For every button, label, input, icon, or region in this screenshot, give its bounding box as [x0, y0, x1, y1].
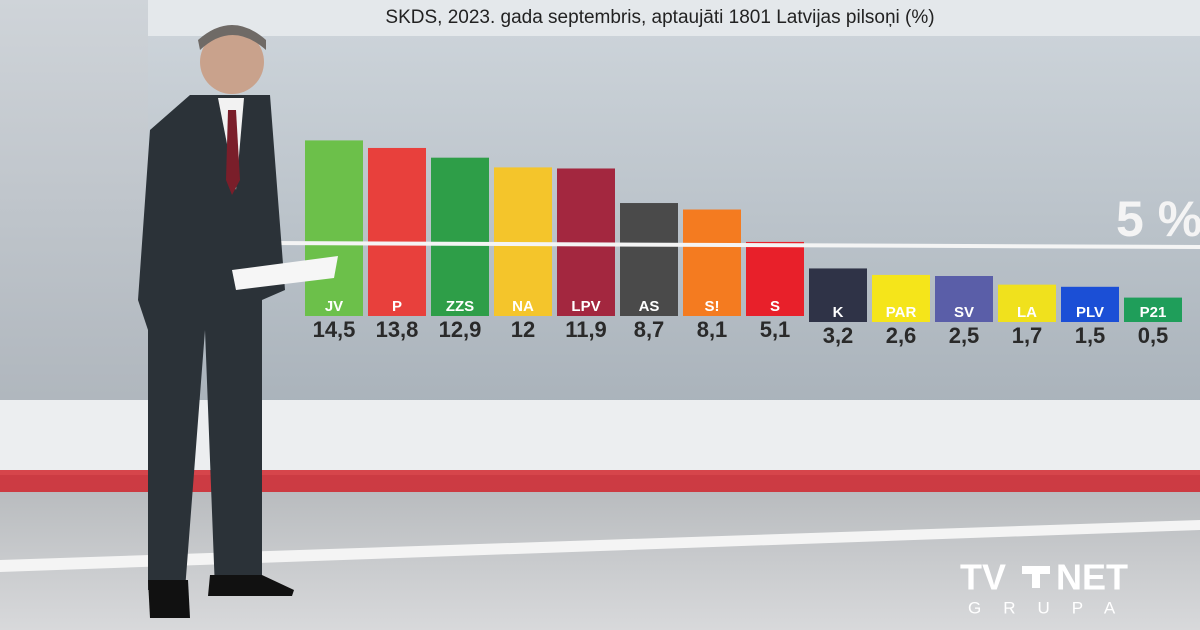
- bar: [935, 276, 993, 303]
- logo-left: TV: [960, 557, 1006, 598]
- category-label: K: [833, 304, 844, 321]
- value-label: 12,9: [439, 317, 482, 342]
- desk-panel: [0, 400, 1200, 475]
- label-box: [683, 297, 741, 316]
- value-label: 0,5: [1138, 323, 1169, 348]
- bar: [494, 167, 552, 297]
- bar: [746, 241, 804, 297]
- value-label: 3,2: [823, 323, 854, 348]
- label-box: [494, 297, 552, 316]
- category-label: S: [770, 298, 780, 315]
- chart-title: SKDS, 2023. gada septembris, aptaujāti 1…: [385, 7, 934, 28]
- value-label: 11,9: [565, 317, 607, 342]
- label-box: [1061, 303, 1119, 322]
- bar: [998, 284, 1056, 303]
- value-label: 8,1: [697, 317, 728, 342]
- label-box: [368, 297, 426, 316]
- logo-right: NET: [1056, 557, 1128, 598]
- value-label: 8,7: [634, 317, 665, 342]
- label-box: [620, 297, 678, 316]
- category-label: LA: [1017, 304, 1037, 321]
- value-label: 2,6: [886, 323, 917, 348]
- label-box: [557, 297, 615, 316]
- category-label: NA: [512, 298, 534, 315]
- value-label: 5,1: [760, 317, 791, 342]
- label-box: [746, 297, 804, 316]
- threshold-label: 5 %: [1116, 191, 1200, 247]
- bar: [872, 274, 930, 303]
- threshold-line: [269, 241, 1200, 249]
- category-label: AS: [639, 298, 660, 315]
- bar: [683, 209, 741, 297]
- value-label: 2,5: [949, 323, 980, 348]
- label-box: [809, 303, 867, 322]
- category-label: ZZS: [446, 298, 474, 315]
- chart: JV 14,5 P 13,8 ZZS 12,9 NA 12 LPV 11,9 AS 8,7 S! 8,1 S…: [269, 140, 1200, 348]
- category-label: S!: [705, 298, 720, 315]
- value-label: 13,8: [376, 317, 419, 342]
- value-label: 12: [511, 317, 535, 342]
- value-label: 14,5: [313, 317, 356, 342]
- category-label: PAR: [886, 304, 917, 321]
- category-label: SV: [954, 304, 974, 321]
- category-label: P: [392, 298, 402, 315]
- bar: [431, 157, 489, 297]
- label-box: [305, 297, 363, 316]
- label-box: [1124, 303, 1182, 322]
- logo: TV NET GRUPA: [960, 557, 1137, 618]
- bar: [557, 168, 615, 297]
- red-stripe: [0, 470, 1200, 492]
- value-label: 1,7: [1012, 323, 1043, 348]
- label-box: [998, 303, 1056, 322]
- value-label: 1,5: [1075, 323, 1106, 348]
- label-box: [872, 303, 930, 322]
- logo-sub: GRUPA: [968, 598, 1137, 617]
- bar: [1124, 297, 1182, 303]
- bar: [809, 268, 867, 303]
- category-label: LPV: [571, 298, 600, 315]
- presenter: [138, 25, 338, 618]
- floor-line: [0, 520, 1200, 572]
- title-band: [148, 0, 1200, 36]
- label-box: [935, 303, 993, 322]
- category-label: PLV: [1076, 304, 1104, 321]
- bar: [1061, 286, 1119, 303]
- category-label: JV: [325, 298, 343, 315]
- bar: [368, 147, 426, 297]
- bar: [620, 203, 678, 297]
- label-box: [431, 297, 489, 316]
- category-label: P21: [1140, 304, 1167, 321]
